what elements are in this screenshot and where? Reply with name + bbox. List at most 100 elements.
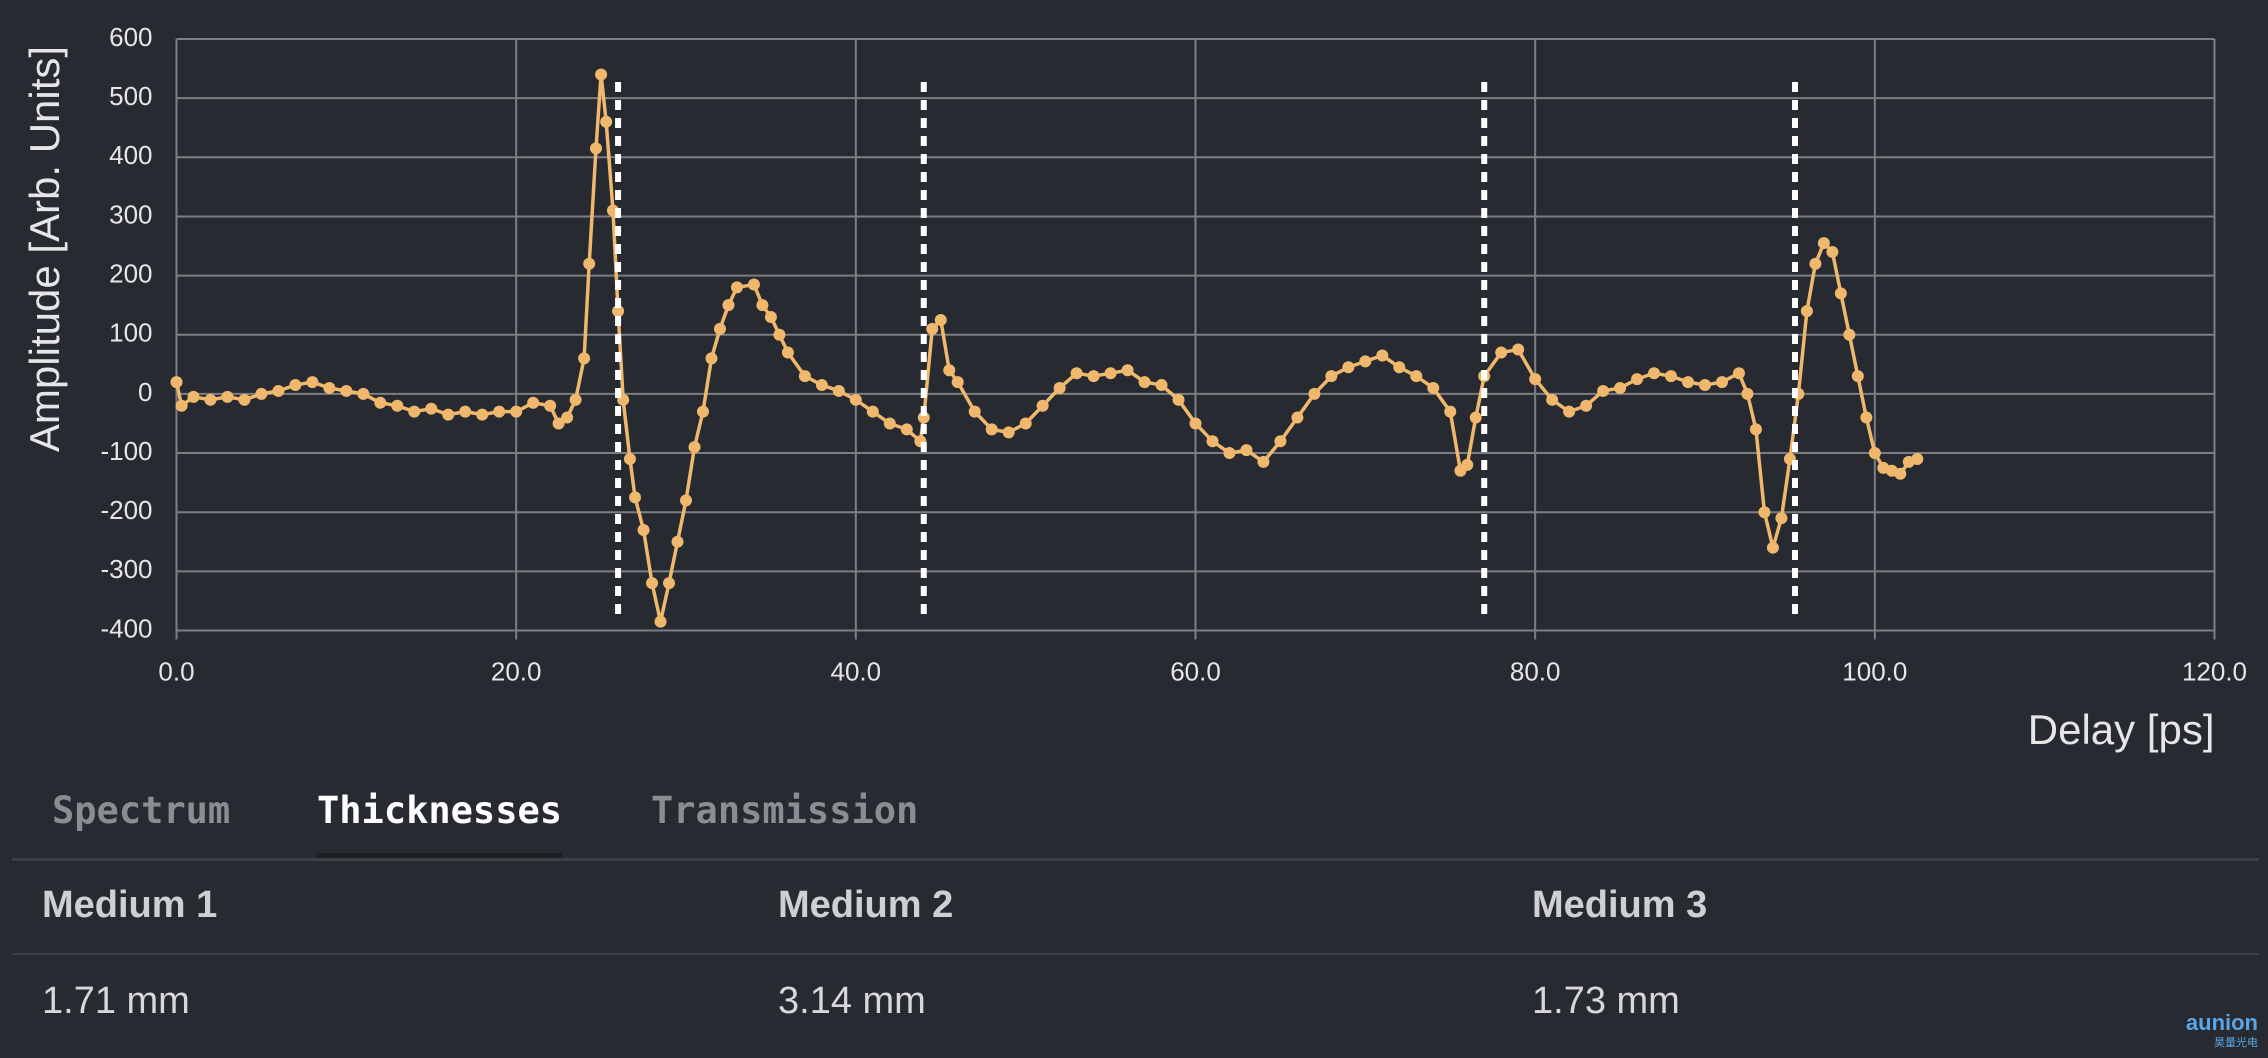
data-point [671,535,684,548]
data-point [696,405,709,418]
data-point [1682,376,1695,389]
x-tick-label: 20.0 [491,656,542,686]
data-point [1631,373,1644,386]
data-point [1817,237,1830,250]
y-tick-label: -100 [100,436,152,466]
data-point [1325,370,1338,383]
data-point [646,577,659,590]
data-point [1223,447,1236,460]
data-point [773,328,786,341]
data-point [255,387,268,400]
data-point [663,577,676,590]
data-point [764,311,777,324]
data-point [527,396,540,409]
data-point [561,411,574,424]
y-tick-label: 300 [109,199,152,229]
data-point [1053,381,1066,394]
y-tick-label: 600 [109,22,152,52]
data-point [1800,305,1813,318]
table-cell: 3.14 mm [778,980,926,1022]
data-point [1138,376,1151,389]
data-point [238,393,251,406]
data-point [1699,379,1711,392]
data-point [1529,373,1542,386]
tab[interactable]: Transmission [651,789,919,832]
data-point [1308,387,1321,400]
data-point [1469,411,1482,424]
data-point [1546,393,1559,406]
tab[interactable]: Spectrum [52,789,231,832]
data-point [510,405,523,418]
data-point [1427,381,1440,394]
table-cell: 1.71 mm [42,980,190,1022]
data-point [357,387,370,400]
data-point [798,370,811,383]
data-point [600,115,613,128]
data-point [943,364,956,377]
data-point [832,384,845,397]
y-tick-label: 400 [109,140,152,170]
y-axis-title: Amplitude [Arb. Units] [21,46,68,452]
x-axis-title: Delay [ps] [2028,706,2215,753]
data-point [1087,370,1100,383]
y-tick-label: 100 [109,318,152,348]
data-point [374,396,387,409]
data-point [1155,379,1168,392]
data-point [756,299,769,312]
table-header: Medium 2 [778,884,954,926]
data-point [1257,455,1270,468]
data-point [713,322,726,335]
data-point [1461,458,1474,471]
y-tick-label: -300 [100,554,152,584]
data-point [637,523,650,536]
data-point [459,405,472,418]
x-tick-label: 60.0 [1170,656,1221,686]
data-point [476,408,489,421]
data-point [425,402,438,415]
data-point [289,379,302,392]
data-point [623,452,636,465]
data-point [1868,447,1881,460]
data-point [493,405,506,418]
data-point [569,393,582,406]
data-point [595,68,608,81]
data-point [221,390,234,403]
data-point [1393,361,1406,374]
data-point [391,399,404,412]
data-point [1843,328,1856,341]
x-tick-label: 100.0 [1842,656,1907,686]
data-point [612,305,625,318]
data-point [688,441,701,454]
data-point [583,257,596,270]
data-point [272,384,285,397]
data-point [1189,417,1202,430]
data-point [654,615,667,628]
data-point [1766,541,1779,554]
tab[interactable]: Thicknesses [317,780,563,858]
data-point [1911,452,1924,465]
logo-brand: aunion [2185,1010,2258,1035]
data-point [204,393,217,406]
data-point [1512,343,1525,356]
y-tick-label: -400 [100,613,152,643]
data-point [552,417,565,430]
data-point [1563,405,1576,418]
data-point [1775,512,1788,525]
tab-bar: Spectrum Thicknesses Transmission [12,780,2259,861]
data-point [985,423,998,436]
x-tick-label: 80.0 [1510,656,1561,686]
data-point [408,405,421,418]
data-point [1070,367,1083,380]
data-point [1580,399,1593,412]
y-tick-label: 500 [109,81,152,111]
data-point [1732,367,1745,380]
x-tick-label: 0.0 [158,656,194,686]
data-point [589,142,602,155]
data-point [730,281,743,294]
data-point [900,423,913,436]
data-point [170,376,183,389]
y-tick-label: 0 [138,377,152,407]
data-point [1758,506,1771,519]
data-point [1274,435,1287,448]
